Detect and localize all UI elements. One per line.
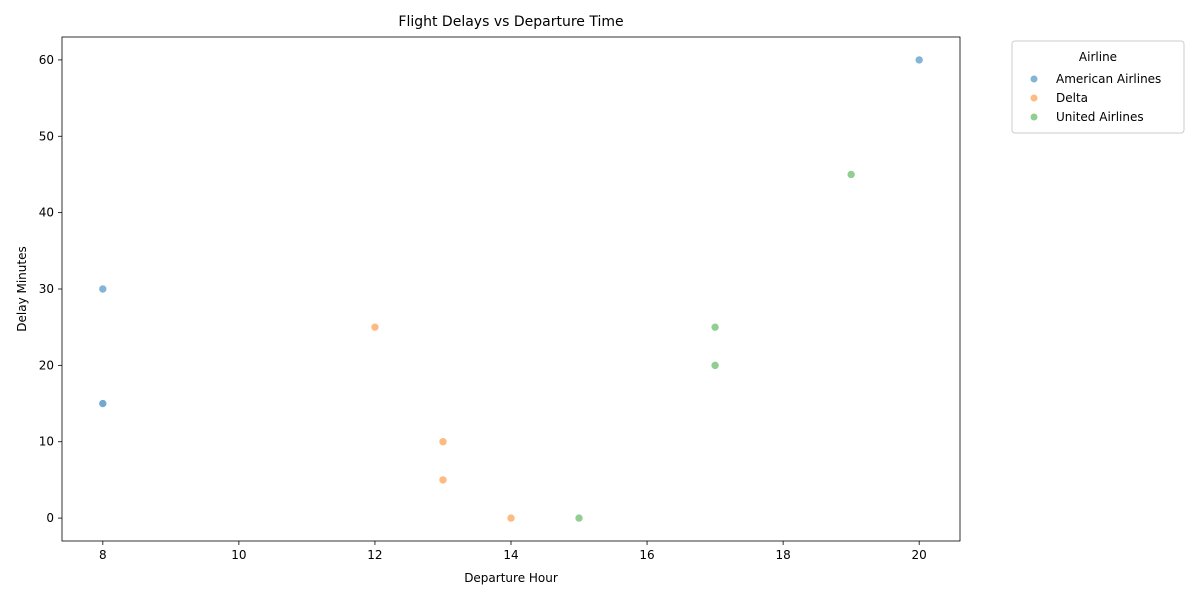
legend-box: [1011, 40, 1185, 134]
x-tick-label: 14: [503, 548, 518, 562]
data-point: [506, 513, 516, 523]
y-axis-label: Delay Minutes: [15, 246, 29, 331]
x-tick-label: 20: [912, 548, 927, 562]
legend: Airline American Airlines Delta United Air…: [1011, 40, 1185, 134]
data-point: [370, 322, 380, 332]
data-point: [438, 437, 448, 447]
plot-frame: [61, 36, 961, 542]
legend-marker: [1030, 94, 1038, 102]
legend-label: Delta: [1056, 91, 1088, 105]
legend-marker: [1030, 113, 1038, 121]
x-tick-label: 16: [639, 548, 654, 562]
data-point: [98, 399, 108, 408]
y-tick-label: 40: [39, 206, 54, 220]
x-tick-label: 10: [231, 548, 246, 562]
y-axis-ticks: 0 10 20 30 40 50 60: [39, 53, 62, 525]
y-tick-label: 20: [39, 358, 54, 372]
x-tick-label: 12: [367, 548, 382, 562]
data-point: [914, 55, 924, 65]
legend-items: American Airlines Delta United Airlines: [1030, 72, 1161, 124]
data-points: [98, 55, 924, 523]
data-point: [438, 475, 448, 485]
y-tick-label: 50: [39, 129, 54, 143]
legend-marker: [1030, 75, 1038, 83]
x-tick-label: 18: [775, 548, 790, 562]
x-axis-ticks: 8 10 12 14 16 18 20: [99, 541, 927, 562]
data-point: [846, 170, 856, 179]
legend-label: American Airlines: [1056, 72, 1161, 86]
y-tick-label: 0: [46, 511, 54, 525]
x-axis-label: Departure Hour: [464, 571, 558, 585]
y-tick-label: 60: [39, 53, 54, 67]
y-tick-label: 30: [39, 282, 54, 296]
chart-title: Flight Delays vs Departure Time: [398, 14, 623, 30]
data-point: [574, 513, 584, 523]
y-tick-label: 10: [39, 435, 54, 449]
x-tick-label: 8: [99, 548, 107, 562]
data-point: [710, 361, 720, 370]
data-point: [98, 284, 108, 294]
legend-label: United Airlines: [1056, 110, 1144, 124]
data-point: [710, 322, 720, 332]
legend-title: Airline: [1079, 50, 1117, 64]
